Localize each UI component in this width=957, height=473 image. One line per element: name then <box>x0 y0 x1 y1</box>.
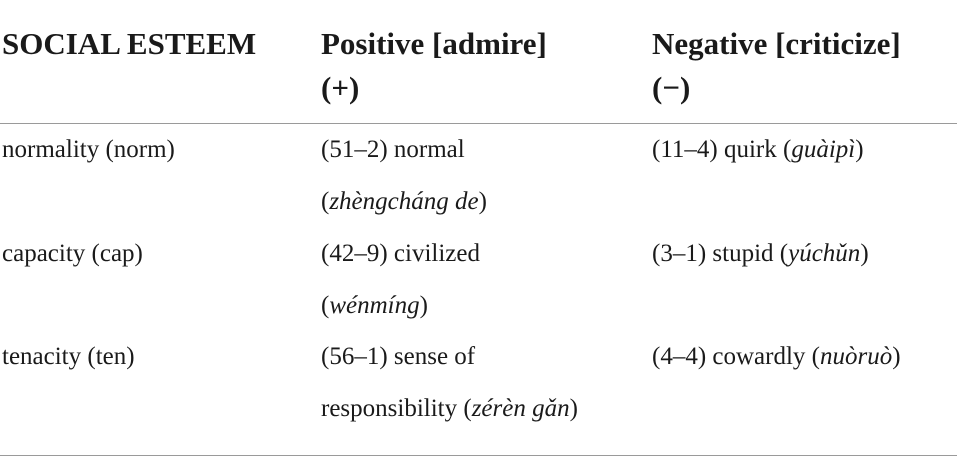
paren-close: ) <box>569 395 578 422</box>
header-social-esteem-line1: SOCIAL ESTEEM <box>2 26 257 61</box>
pinyin-term: zhèngcháng de <box>329 188 479 215</box>
paren-close: ) <box>419 292 428 319</box>
pinyin-term: wénmíng <box>329 292 420 319</box>
pinyin-term: nuòruò <box>820 343 893 370</box>
row-capacity-negative: (3–1) stupid (yúchǔn) <box>652 228 869 280</box>
row-normality-category: normality (norm) <box>2 136 175 163</box>
row-capacity-positive: (42–9) civilized (wénmíng) <box>321 228 480 332</box>
gloss-prefix: responsibility ( <box>321 395 472 422</box>
row-tenacity-category: tenacity (ten) <box>2 343 135 370</box>
row-normality-positive-gloss: (zhèngcháng de) <box>321 176 487 228</box>
row-normality-positive-lead: (51–2) normal <box>321 136 465 163</box>
header-positive: Positive [admire] (+) <box>321 22 547 110</box>
header-positive-line1: Positive [admire] <box>321 26 547 61</box>
row-capacity-positive-lead: (42–9) civilized <box>321 240 480 267</box>
row-tenacity-negative: (4–4) cowardly (nuòruò) <box>652 331 901 383</box>
row-capacity-negative-text: (3–1) stupid (yúchǔn) <box>652 228 869 280</box>
row-normality-negative-text: (11–4) quirk (guàipì) <box>652 124 864 176</box>
header-social-esteem: SOCIAL ESTEEM <box>2 22 256 66</box>
row-normality-negative: (11–4) quirk (guàipì) <box>652 124 864 176</box>
paren-open: ( <box>321 292 330 319</box>
paren-close: ) <box>860 240 869 267</box>
negative-lead: (4–4) cowardly ( <box>652 343 820 370</box>
row-tenacity-positive-gloss: responsibility (zérèn gǎn) <box>321 383 578 435</box>
pinyin-term: guàipì <box>791 136 856 163</box>
pinyin-term: zérèn gǎn <box>471 395 570 422</box>
negative-lead: (3–1) stupid ( <box>652 240 789 267</box>
header-negative: Negative [criticize] (−) <box>652 22 901 110</box>
header-negative-line2: (−) <box>652 70 691 105</box>
header-divider <box>0 123 957 124</box>
row-normality-positive: (51–2) normal (zhèngcháng de) <box>321 124 487 228</box>
table-bottom-rule <box>0 455 957 456</box>
paren-close: ) <box>892 343 901 370</box>
negative-lead: (11–4) quirk ( <box>652 136 792 163</box>
row-capacity-positive-gloss: (wénmíng) <box>321 280 480 332</box>
header-positive-line2: (+) <box>321 70 360 105</box>
row-tenacity-positive-lead: (56–1) sense of <box>321 343 476 370</box>
paren-close: ) <box>478 188 487 215</box>
row-tenacity-positive: (56–1) sense of responsibility (zérèn gǎ… <box>321 331 578 435</box>
row-tenacity-negative-text: (4–4) cowardly (nuòruò) <box>652 331 901 383</box>
paren-close: ) <box>855 136 864 163</box>
pinyin-term: yúchǔn <box>788 240 861 267</box>
paren-open: ( <box>321 188 330 215</box>
row-capacity-category: capacity (cap) <box>2 240 143 267</box>
header-negative-line1: Negative [criticize] <box>652 26 901 61</box>
